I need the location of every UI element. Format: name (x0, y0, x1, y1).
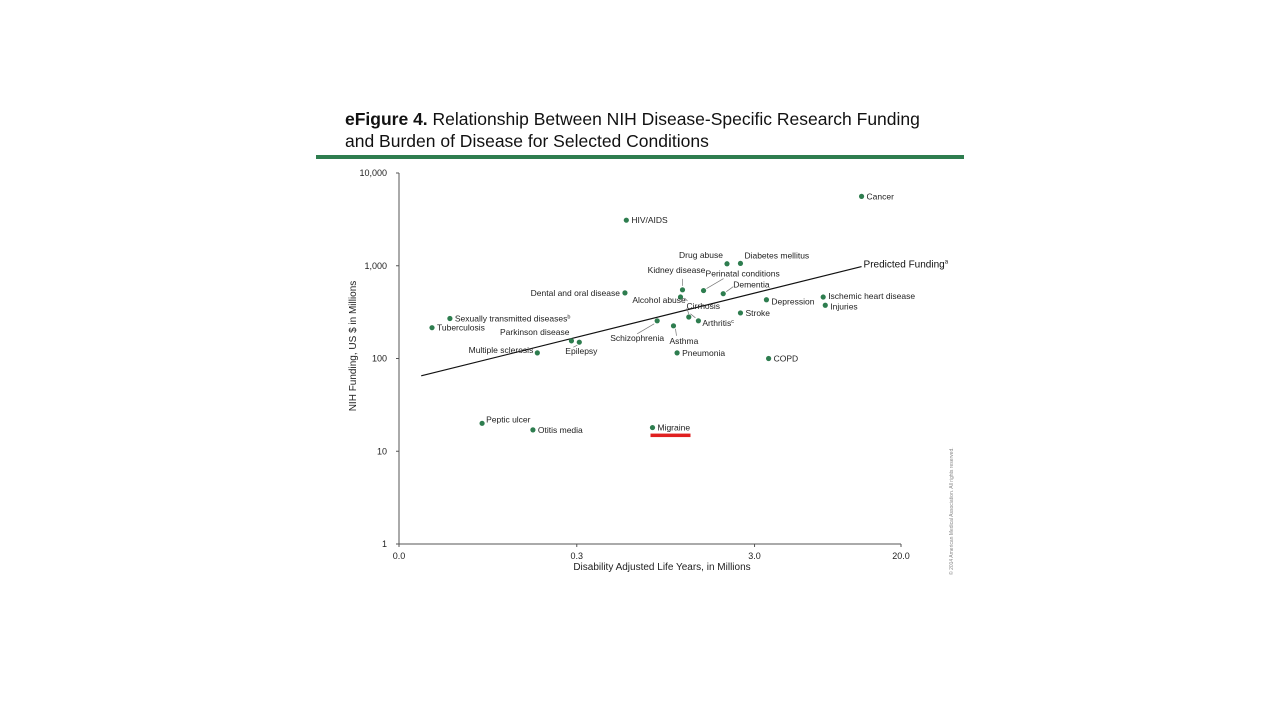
point-label-arthritis: Arthritisc (702, 318, 734, 328)
point-label-cirrhosis: Cirrhosis (687, 301, 721, 311)
point-injuries (822, 302, 828, 308)
point-dental-and-oral-disease (622, 290, 628, 296)
points-group: Cancer HIV/AIDS Drug abuse Diabetes mellitu… (429, 191, 915, 438)
point-ischemic-heart-disease (820, 294, 826, 300)
point-arthritis (695, 318, 702, 324)
title-line-2: and Burden of Disease for Selected Condi… (345, 131, 709, 151)
point-label-asthma: Asthma (669, 336, 698, 346)
point-otitis-media (530, 427, 536, 433)
point-label-cancer: Cancer (867, 191, 895, 201)
point-copd (766, 355, 772, 362)
point-label-hiv-aids: HIV/AIDS (631, 215, 668, 225)
point-label-epilepsy: Epilepsy (565, 346, 598, 356)
point-label-parkinson-disease: Parkinson disease (500, 327, 570, 337)
point-kidney-disease (679, 287, 686, 293)
point-dementia (720, 291, 726, 297)
highlight-underline (650, 433, 691, 438)
y-tick-label: 1 (382, 539, 387, 549)
leader-lines (573, 278, 734, 348)
copyright-notice: © 2014 American Medical Association. All… (948, 447, 955, 575)
point-tuberculosis (429, 325, 435, 331)
leader-line-schizophrenia (636, 323, 655, 335)
point-hiv-aids (623, 217, 629, 223)
point-label-otitis-media: Otitis media (538, 425, 583, 435)
point-label-sexually-transmitted-diseases: Sexually transmitted diseasesb (455, 313, 571, 323)
point-label-copd: COPD (774, 354, 799, 364)
y-axis-label: NIH Funding, US $ in Millions (348, 281, 359, 412)
point-label-perinatal-conditions: Perinatal conditions (706, 269, 780, 279)
point-label-peptic-ulcer: Peptic ulcer (486, 414, 531, 424)
title-line-1: Relationship Between NIH Disease-Specifi… (432, 109, 920, 129)
trendline (421, 265, 862, 377)
point-pneumonia (674, 350, 680, 356)
point-migraine (649, 424, 656, 431)
point-label-tuberculosis: Tuberculosis (437, 323, 485, 333)
point-schizophrenia (654, 318, 660, 324)
point-label-depression: Depression (771, 297, 814, 307)
point-cancer (858, 193, 865, 199)
leader-line-perinatal-conditions (706, 278, 724, 289)
point-parkinson-disease (568, 338, 575, 344)
x-tick-label: 3.0 (748, 551, 761, 561)
x-tick-label: 0.0 (393, 551, 406, 561)
point-epilepsy (576, 339, 582, 345)
point-label-kidney-disease: Kidney disease (648, 265, 706, 275)
y-tick-label: 10 (377, 446, 387, 456)
leader-line-arthritis (690, 313, 696, 319)
point-asthma (670, 323, 677, 329)
x-tick-label: 20.0 (892, 551, 910, 561)
trendline-group: Predicted Fundinga (421, 260, 949, 377)
point-alcohol-abuse (686, 314, 692, 320)
leader-line-cirrhosis (684, 297, 688, 302)
point-drug-abuse (724, 261, 730, 267)
point-label-pneumonia: Pneumonia (682, 348, 725, 358)
point-stroke (737, 310, 744, 316)
x-tick-label: 0.3 (571, 551, 584, 561)
point-multiple-sclerosis (534, 350, 540, 356)
point-label-stroke: Stroke (745, 308, 770, 318)
point-label-alcohol-abuse: Alcohol abuse (632, 295, 686, 305)
point-label-dementia: Dementia (733, 280, 770, 290)
point-cirrhosis (677, 294, 684, 300)
point-label-diabetes-mellitus: Diabetes mellitus (744, 250, 809, 260)
point-label-ischemic-heart-disease: Ischemic heart disease (828, 291, 915, 301)
y-ticks: 1 10 100 1,000 10,000 (359, 168, 399, 549)
trendline-label: Predicted Fundinga (864, 260, 949, 271)
chart-axes (398, 173, 901, 545)
point-label-migraine: Migraine (657, 423, 690, 433)
y-tick-label: 100 (372, 354, 387, 364)
point-label-drug-abuse: Drug abuse (679, 250, 723, 260)
point-depression (763, 297, 770, 303)
x-axis-label: Disability Adjusted Life Years, in Milli… (573, 562, 750, 573)
point-label-injuries: Injuries (830, 301, 857, 311)
leader-line-dementia (726, 286, 734, 292)
point-perinatal-conditions (700, 287, 707, 294)
y-tick-label: 1,000 (364, 261, 387, 271)
figure-label: eFigure 4. (345, 109, 428, 129)
leader-line-epilepsy (573, 344, 578, 348)
y-tick-label: 10,000 (359, 168, 387, 178)
title-rule (316, 155, 964, 159)
point-diabetes-mellitus (737, 260, 744, 267)
point-peptic-ulcer (479, 420, 485, 426)
point-label-multiple-sclerosis: Multiple sclerosis (469, 345, 534, 355)
leader-line-alcohol-abuse (686, 307, 690, 315)
point-label-dental-and-oral-disease: Dental and oral disease (531, 288, 621, 298)
x-ticks: 0.0 0.3 3.0 20.0 (393, 544, 910, 561)
point-label-schizophrenia: Schizophrenia (610, 333, 664, 343)
figure-title: eFigure 4. Relationship Between NIH Dise… (345, 108, 965, 152)
leader-line-asthma (675, 328, 677, 336)
point-sexually-transmitted-diseases (447, 315, 453, 322)
